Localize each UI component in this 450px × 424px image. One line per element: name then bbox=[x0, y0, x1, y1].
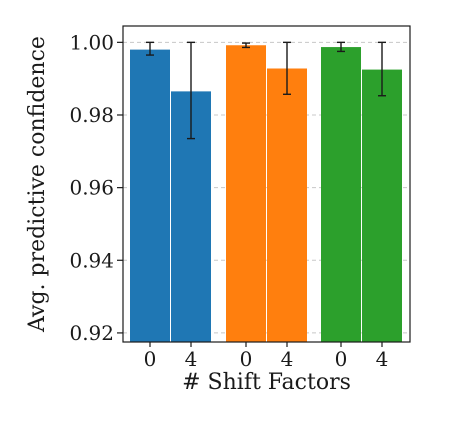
plot-frame bbox=[122, 25, 411, 343]
bar bbox=[362, 69, 402, 342]
y-tick-label: 0.98 bbox=[69, 103, 114, 127]
bar bbox=[321, 47, 361, 343]
y-axis-label: Avg. predictive confidence bbox=[25, 36, 50, 333]
x-tick-label: 0 bbox=[144, 347, 157, 371]
error-bars bbox=[146, 41, 386, 140]
x-tick-label: 4 bbox=[281, 347, 294, 371]
x-tick-label: 4 bbox=[185, 347, 198, 371]
x-axis-label: # Shift Factors bbox=[182, 370, 351, 395]
y-tick-label: 0.94 bbox=[69, 248, 114, 272]
ticks: 0.92 0.94 0.96 0.98 1.00 0 4 0 4 0 4 bbox=[69, 30, 388, 371]
y-tick-label: 1.00 bbox=[69, 30, 114, 54]
y-tick-label: 0.92 bbox=[69, 321, 114, 345]
bars bbox=[130, 45, 402, 343]
bar bbox=[267, 68, 307, 342]
x-tick-label: 0 bbox=[240, 347, 253, 371]
bar bbox=[226, 45, 266, 342]
x-tick-label: 0 bbox=[335, 347, 348, 371]
y-tick-label: 0.96 bbox=[69, 176, 114, 200]
bar bbox=[130, 49, 170, 343]
x-tick-label: 4 bbox=[376, 347, 389, 371]
